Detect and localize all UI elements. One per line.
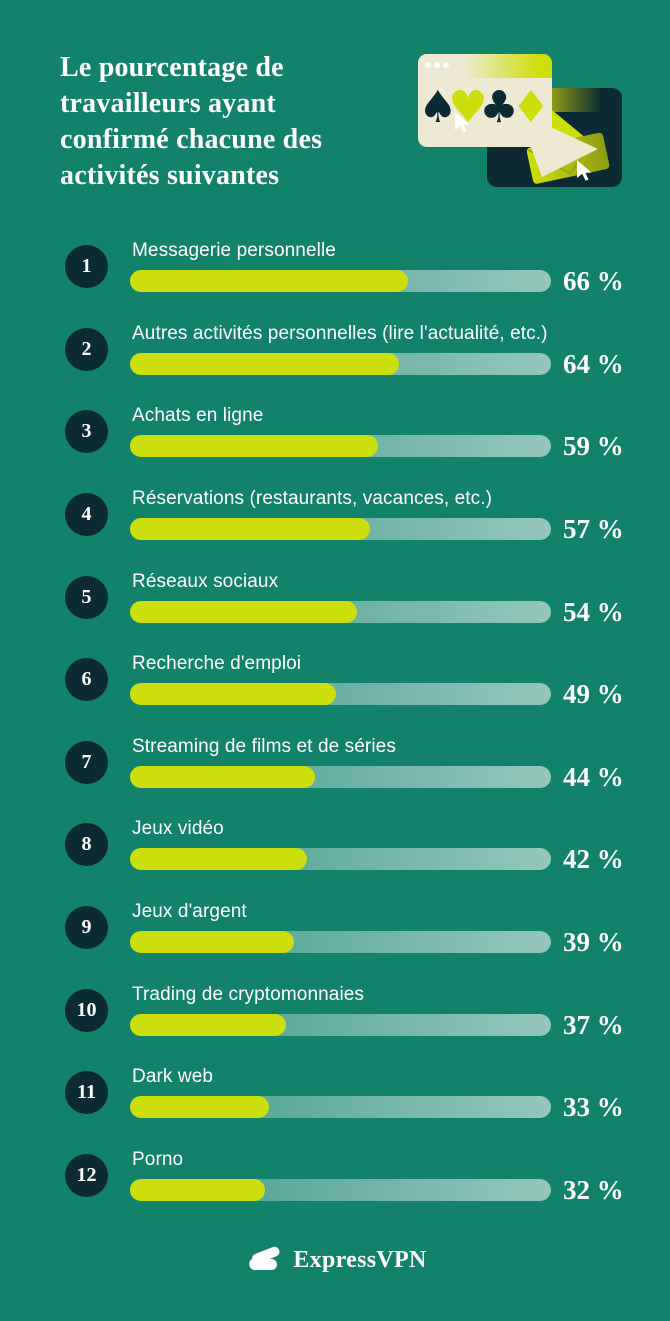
rank-badge: 8 (65, 823, 108, 867)
front-browser-window: ♠ ♥ ♣ ♦ (418, 54, 552, 147)
spade-icon: ♠ (418, 82, 457, 133)
chart-row: 3 Achats en ligne 59 % (65, 405, 640, 491)
rank-badge: 4 (65, 492, 108, 536)
activity-bar-list: 1 Messagerie personnelle 66 % 2 Autres activ… (65, 240, 640, 1235)
chart-row: 10 Trading de cryptomonnaies 37 % (65, 984, 640, 1070)
bar-fill (130, 435, 379, 458)
activity-label: Réseaux sociaux (132, 570, 279, 592)
bar-fill (130, 1096, 269, 1119)
rank-badge: 2 (65, 327, 108, 371)
cursor-icon (577, 160, 592, 181)
bar-fill (130, 352, 400, 375)
value-label: 44 % (563, 761, 624, 792)
activity-label: Recherche d'emploi (132, 653, 302, 675)
rank-badge: 6 (65, 658, 108, 702)
activity-label: Jeux d'argent (132, 901, 247, 923)
value-label: 57 % (563, 513, 624, 544)
activity-label: Autres activités personnelles (lire l'ac… (132, 322, 548, 344)
activity-label: Messagerie personnelle (132, 240, 336, 261)
gambling-browser-illustration: ♠ ♥ ♣ ♦ (415, 50, 627, 192)
chart-row: 8 Jeux vidéo 42 % (65, 818, 640, 904)
value-label: 32 % (563, 1175, 624, 1206)
rank-badge: 10 (65, 988, 108, 1032)
window-dot-icon (443, 62, 449, 68)
window-dot-icon (425, 62, 431, 68)
expressvpn-logo-icon (249, 1246, 280, 1270)
bar-fill (130, 1179, 265, 1202)
value-label: 54 % (563, 596, 624, 627)
bar-fill (130, 848, 307, 871)
illustration-svg: ♠ ♥ ♣ ♦ (418, 54, 622, 187)
rank-badge: 11 (65, 1071, 108, 1115)
page-title: Le pourcentage de travailleurs ayant con… (60, 52, 323, 191)
chart-row: 12 Porno 32 % (65, 1149, 640, 1235)
value-label: 37 % (563, 1009, 624, 1040)
value-label: 39 % (563, 927, 624, 958)
chart-row: 1 Messagerie personnelle 66 % (65, 240, 640, 326)
activity-label: Réservations (restaurants, vacances, etc… (132, 487, 493, 509)
activity-label: Dark web (132, 1066, 214, 1088)
chart-row: 11 Dark web 33 % (65, 1066, 640, 1152)
chart-row: 2 Autres activités personnelles (lire l'a… (65, 323, 640, 409)
bar-fill (130, 931, 295, 954)
club-icon: ♣ (479, 82, 518, 133)
bar-fill (130, 270, 408, 292)
activity-label: Achats en ligne (132, 405, 264, 427)
activity-label: Trading de cryptomonnaies (132, 983, 365, 1005)
rank-badge: 5 (65, 575, 108, 619)
chart-row: 5 Réseaux sociaux 54 % (65, 571, 640, 657)
activity-label: Jeux vidéo (132, 818, 224, 840)
value-label: 33 % (563, 1092, 624, 1123)
activity-label: Streaming de films et de séries (132, 735, 396, 757)
chart-row: 7 Streaming de films et de séries 44 % (65, 736, 640, 822)
bar-fill (130, 600, 358, 623)
bar-fill (130, 1013, 286, 1036)
window-dot-icon (434, 62, 440, 68)
value-label: 64 % (563, 348, 624, 379)
bar-fill (130, 765, 316, 788)
value-label: 66 % (563, 266, 624, 296)
rank-badge: 9 (65, 906, 108, 950)
footer-brand: ExpressVPN (0, 1240, 670, 1280)
rank-badge: 7 (65, 740, 108, 784)
chart-row: 4 Réservations (restaurants, vacances, et… (65, 488, 640, 574)
chart-row: 6 Recherche d'emploi 49 % (65, 653, 640, 739)
cursor-icon (455, 112, 470, 133)
chart-row: 9 Jeux d'argent 39 % (65, 901, 640, 987)
bar-fill (130, 683, 337, 706)
rank-badge: 3 (65, 410, 108, 454)
value-label: 59 % (563, 431, 624, 462)
bar-fill (130, 517, 370, 540)
value-label: 42 % (563, 844, 624, 875)
brand-name: ExpressVPN (293, 1246, 427, 1273)
rank-badge: 12 (65, 1154, 108, 1198)
activity-label: Porno (132, 1149, 184, 1171)
value-label: 49 % (563, 679, 624, 710)
rank-badge: 1 (65, 245, 108, 288)
diamond-icon: ♦ (511, 82, 550, 133)
